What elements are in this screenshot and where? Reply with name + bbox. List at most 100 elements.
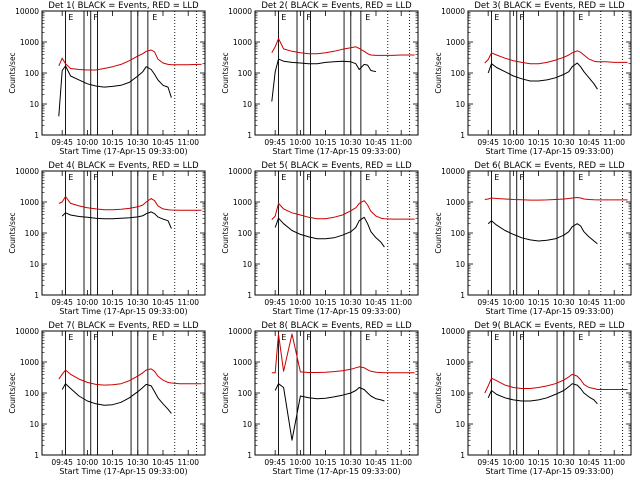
x-tick-label: 10:45	[578, 458, 600, 467]
event-marker-label: E	[68, 333, 73, 342]
event-marker-label: F	[306, 173, 311, 182]
panel-det-1: Det 1( BLACK = Events, RED = LLD 1 10 100 10…	[8, 1, 206, 156]
y-tick-label: 10	[242, 420, 252, 429]
x-tick-label: 10:00	[77, 298, 99, 307]
x-axis-label: Start Time (17-Apr-15 09:33:00)	[485, 467, 613, 476]
y-tick-label: 10	[455, 420, 465, 429]
x-axis-label: Start Time (17-Apr-15 09:33:00)	[272, 147, 400, 156]
x-tick-label: 10:15	[102, 458, 124, 467]
x-tick-label: 10:00	[77, 138, 99, 147]
x-tick-label: 10:00	[290, 138, 312, 147]
y-axis-label: Counts/sec	[434, 52, 443, 93]
y-axis-label: Counts/sec	[434, 372, 443, 413]
y-axis-label: Counts/sec	[221, 212, 230, 253]
x-tick-label: 09:45	[51, 298, 73, 307]
y-axis-label: Counts/sec	[8, 372, 17, 413]
event-marker-label: E	[365, 173, 370, 182]
y-tick-label: 10	[29, 420, 39, 429]
event-marker-label: E	[578, 13, 583, 22]
y-tick-label: 100	[238, 69, 253, 78]
panel-det-6: Det 6( BLACK = Events, RED = LLD 1 10 100 10…	[434, 161, 632, 316]
series-line-lld	[484, 50, 628, 65]
panel-det-4: Det 4( BLACK = Events, RED = LLD 1 10 100 10…	[8, 161, 206, 316]
x-tick-label: 10:45	[578, 138, 600, 147]
y-tick-label: 100	[238, 389, 253, 398]
panel-det-5: Det 5( BLACK = Events, RED = LLD 1 10 100 10…	[221, 161, 419, 316]
x-tick-label: 11:00	[603, 298, 625, 307]
y-axis-label: Counts/sec	[434, 212, 443, 253]
panel-title: Det 1( BLACK = Events, RED = LLD	[48, 1, 199, 11]
y-tick-label: 10000	[441, 7, 465, 16]
panel-title: Det 9( BLACK = Events, RED = LLD	[474, 321, 625, 331]
panel-title: Det 3( BLACK = Events, RED = LLD	[474, 1, 625, 11]
x-tick-label: 09:45	[477, 298, 499, 307]
event-marker-label: E	[578, 333, 583, 342]
x-tick-label: 09:45	[51, 138, 73, 147]
y-tick-label: 1000	[233, 358, 252, 367]
y-tick-label: 10000	[15, 7, 39, 16]
x-tick-label: 09:45	[264, 298, 286, 307]
x-tick-label: 10:15	[315, 458, 337, 467]
y-tick-label: 1000	[446, 358, 465, 367]
x-tick-label: 10:45	[365, 138, 387, 147]
x-tick-label: 11:00	[603, 458, 625, 467]
series-line-lld	[58, 368, 202, 386]
series-line-events	[487, 220, 598, 245]
event-marker-label: E	[152, 173, 157, 182]
x-tick-label: 10:00	[77, 458, 99, 467]
x-tick-label: 11:00	[390, 458, 412, 467]
y-tick-label: 1000	[20, 38, 39, 47]
series-line-events	[487, 62, 598, 90]
y-tick-label: 10000	[228, 327, 252, 336]
x-tick-label: 10:15	[315, 298, 337, 307]
x-axis-label: Start Time (17-Apr-15 09:33:00)	[485, 147, 613, 156]
x-tick-label: 10:45	[152, 298, 174, 307]
panel-title: Det 6( BLACK = Events, RED = LLD	[474, 161, 625, 171]
x-tick-label: 10:00	[503, 138, 525, 147]
x-axis-label: Start Time (17-Apr-15 09:33:00)	[272, 467, 400, 476]
series-line-events	[271, 58, 377, 102]
y-tick-label: 100	[451, 229, 466, 238]
x-tick-label: 10:00	[290, 298, 312, 307]
y-tick-label: 1	[34, 131, 39, 140]
event-marker-label: E	[281, 13, 286, 22]
x-axis-label: Start Time (17-Apr-15 09:33:00)	[59, 307, 187, 316]
event-marker-label: F	[519, 173, 524, 182]
y-tick-label: 10000	[15, 327, 39, 336]
series-line-lld	[271, 333, 415, 374]
y-tick-label: 1000	[20, 198, 39, 207]
series-line-lld	[271, 200, 415, 220]
event-marker-label: E	[281, 173, 286, 182]
x-tick-label: 10:30	[340, 298, 362, 307]
x-tick-label: 10:30	[553, 298, 575, 307]
x-tick-label: 10:15	[528, 138, 550, 147]
x-axis-label: Start Time (17-Apr-15 09:33:00)	[59, 147, 187, 156]
series-line-events	[61, 383, 172, 414]
x-tick-label: 10:00	[503, 298, 525, 307]
x-tick-label: 11:00	[390, 298, 412, 307]
x-axis-label: Start Time (17-Apr-15 09:33:00)	[59, 467, 187, 476]
panel-det-8: Det 8( BLACK = Events, RED = LLD 1 10 100 10…	[221, 321, 419, 476]
event-marker-label: F	[93, 173, 98, 182]
x-tick-label: 10:30	[127, 138, 149, 147]
y-tick-label: 100	[451, 69, 466, 78]
panel-title: Det 5( BLACK = Events, RED = LLD	[261, 161, 412, 171]
y-tick-label: 1000	[446, 198, 465, 207]
series-line-lld	[484, 373, 628, 394]
y-tick-label: 10000	[228, 167, 252, 176]
series-line-lld	[484, 197, 628, 201]
x-axis-label: Start Time (17-Apr-15 09:33:00)	[485, 307, 613, 316]
panel-det-7: Det 7( BLACK = Events, RED = LLD 1 10 100 10…	[8, 321, 206, 476]
panel-det-9: Det 9( BLACK = Events, RED = LLD 1 10 100 10…	[434, 321, 632, 476]
x-tick-label: 11:00	[177, 298, 199, 307]
y-axis-label: Counts/sec	[8, 212, 17, 253]
y-axis-label: Counts/sec	[221, 52, 230, 93]
x-tick-label: 10:15	[102, 138, 124, 147]
x-tick-label: 10:00	[290, 458, 312, 467]
x-tick-label: 10:00	[503, 458, 525, 467]
x-tick-label: 10:45	[365, 298, 387, 307]
x-tick-label: 10:30	[127, 298, 149, 307]
event-marker-label: E	[365, 13, 370, 22]
